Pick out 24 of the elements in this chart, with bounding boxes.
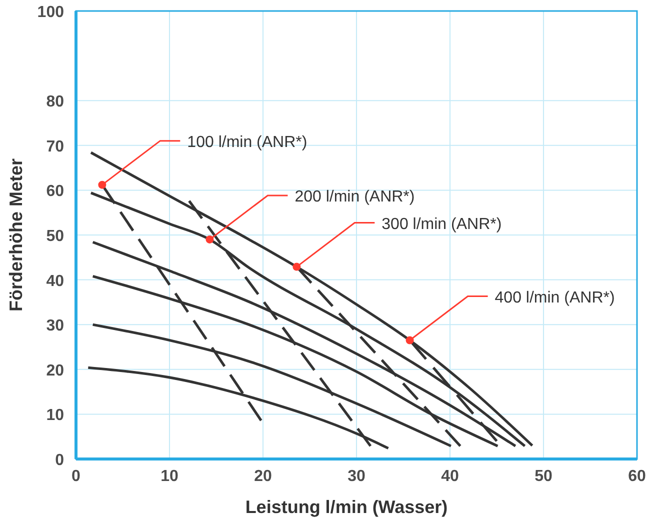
x-tick-label: 10: [160, 468, 178, 485]
y-tick-label: 50: [46, 228, 64, 245]
y-tick-label: 20: [46, 362, 64, 380]
x-axis-title: Leistung l/min (Wasser): [245, 497, 448, 517]
x-tick-label: 40: [441, 468, 459, 485]
y-tick-label: 100: [37, 4, 64, 21]
y-tick-label: 60: [46, 183, 64, 200]
x-tick-label: 0: [72, 468, 81, 485]
annotation: 100 l/min (ANR*): [187, 134, 308, 151]
y-axis-title: Förderhöhe Meter: [6, 158, 26, 312]
x-tick-label: 60: [628, 468, 646, 485]
annotation: 300 l/min (ANR*): [382, 216, 502, 233]
y-tick-label: 70: [46, 138, 64, 156]
x-tick-label: 20: [254, 468, 272, 485]
annotation: 400 l/min (ANR*): [494, 289, 615, 306]
y-tick-label: 10: [46, 407, 64, 424]
line-series: [90, 192, 526, 448]
y-tick-label: 30: [46, 318, 64, 335]
y-tick-label: 0: [55, 452, 64, 469]
y-tick-label: 80: [46, 94, 64, 111]
annotation: 200 l/min (ANR*): [294, 188, 415, 206]
x-tick-label: 30: [348, 468, 366, 485]
y-tick-label: 40: [46, 272, 64, 290]
x-tick-label: 50: [534, 468, 552, 485]
